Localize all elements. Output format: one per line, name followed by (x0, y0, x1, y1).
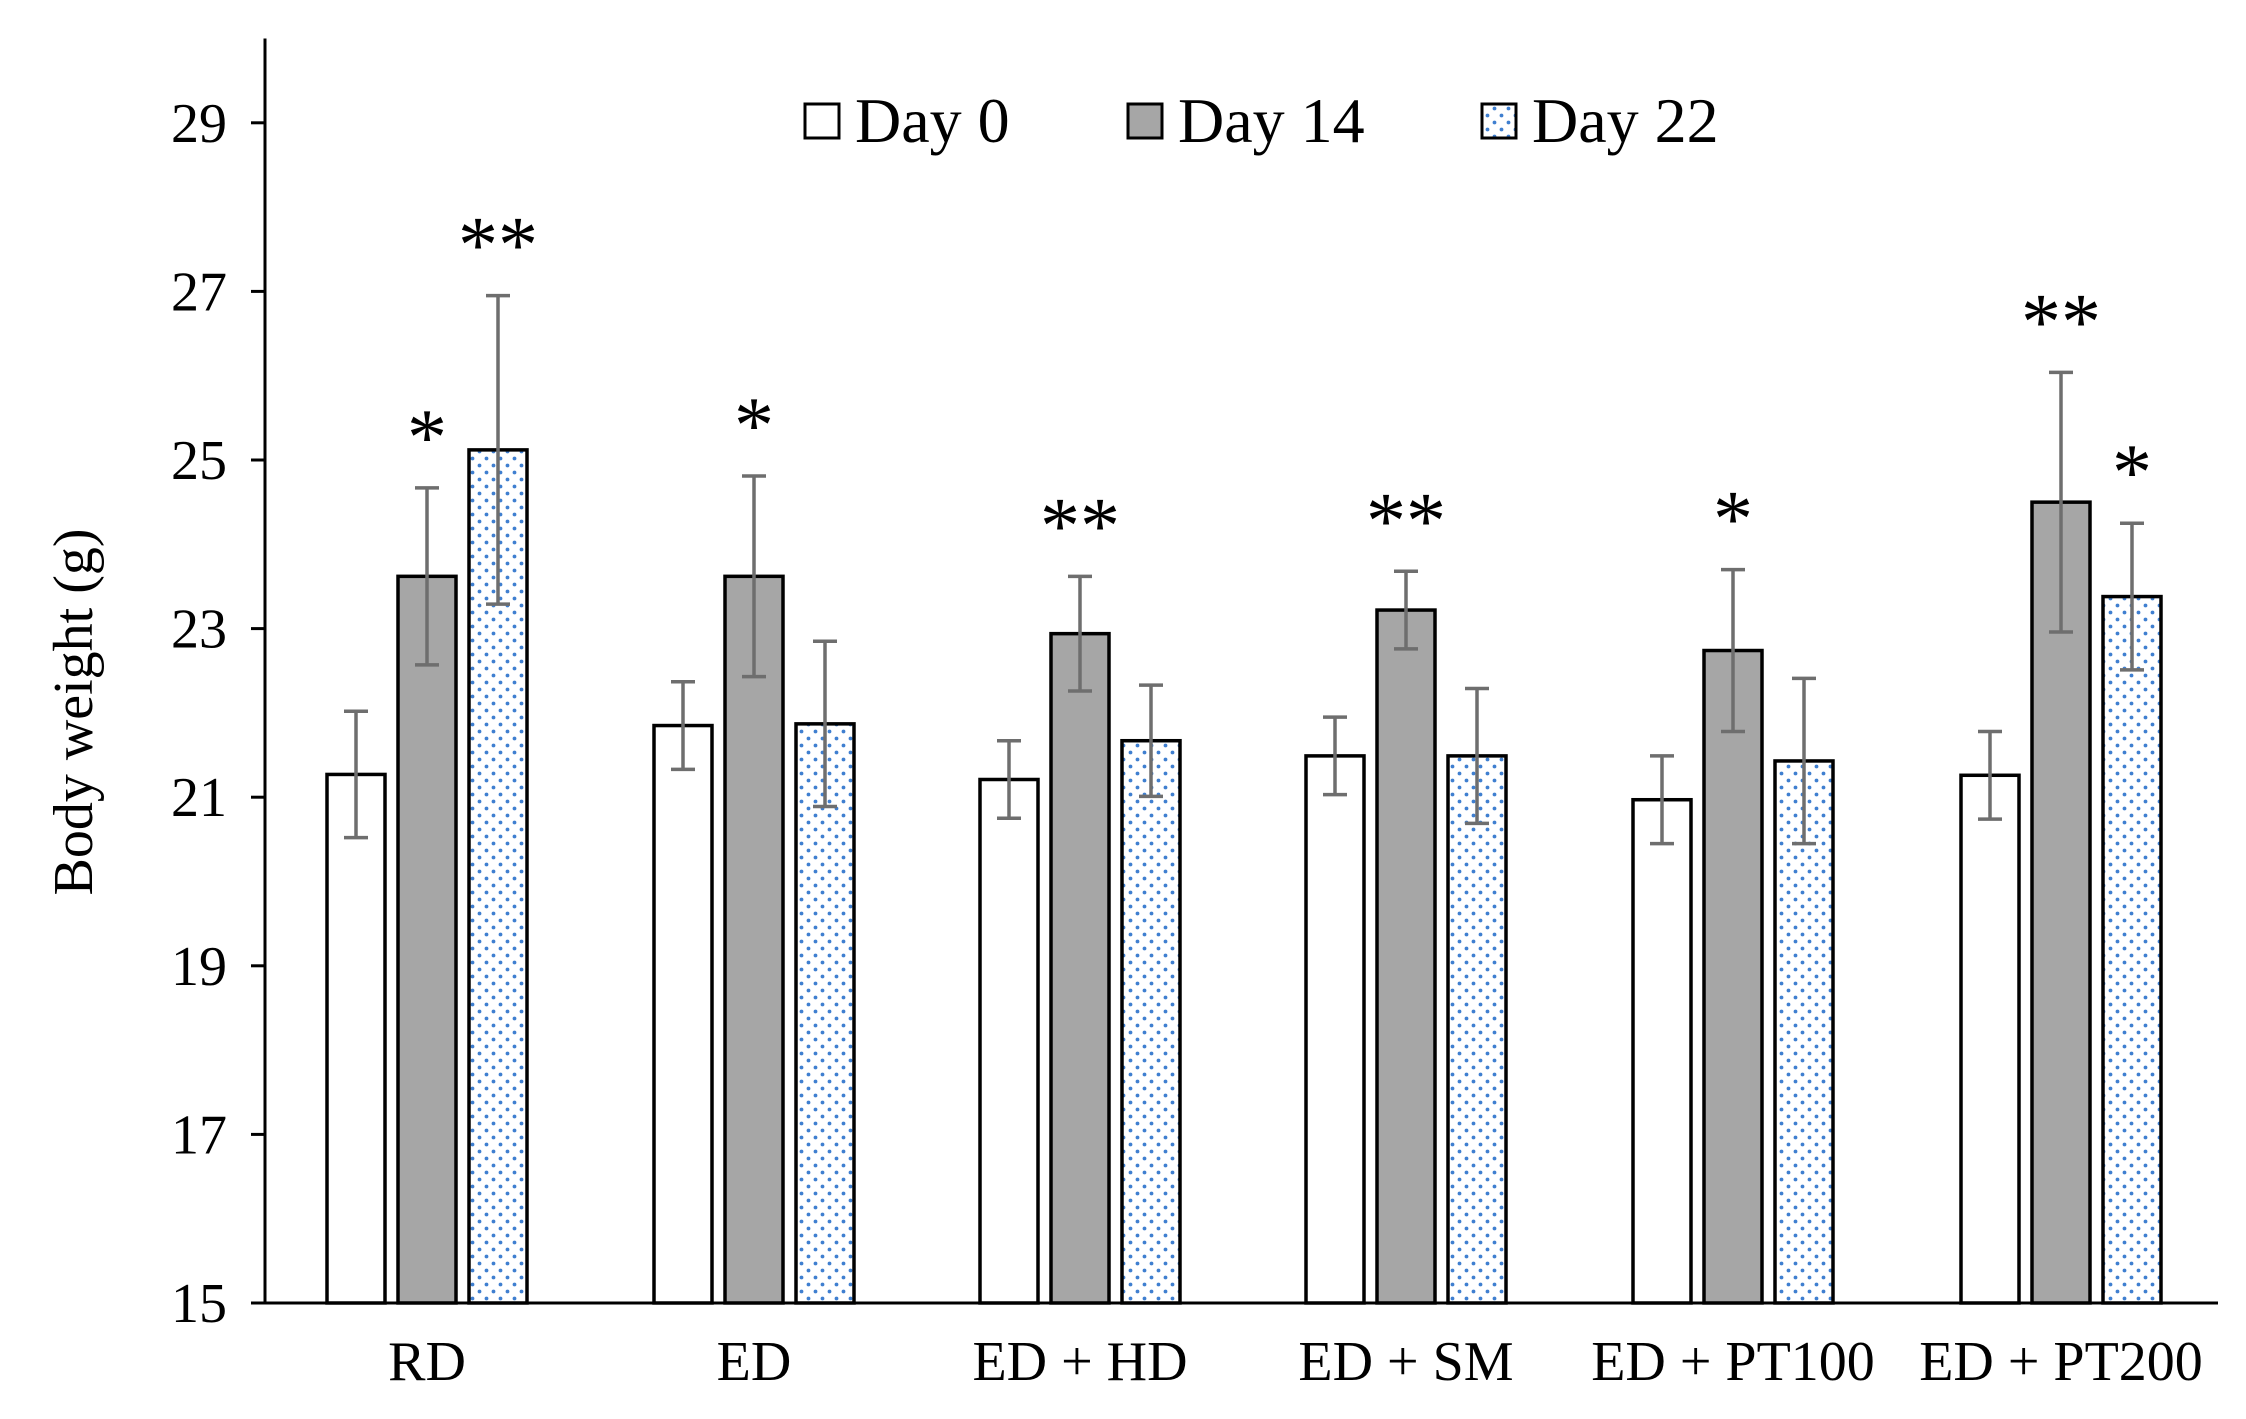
error-bar (344, 709, 368, 840)
error-bar (415, 486, 439, 667)
y-tick-label: 17 (171, 1104, 227, 1166)
bar-day-14 (2030, 500, 2092, 1305)
error-bar (813, 639, 837, 809)
legend-swatch (1126, 102, 1164, 140)
significance-marker: ** (1366, 477, 1446, 565)
x-category-label: ED + SM (1298, 1331, 1513, 1393)
y-tick-label: 21 (171, 767, 227, 829)
error-bar (2049, 370, 2073, 634)
y-axis-title: Body weight (g) (43, 528, 105, 895)
bar-day-0 (325, 772, 387, 1305)
error-bar (1721, 567, 1745, 734)
bar-day-0 (1959, 773, 2021, 1305)
significance-marker: * (734, 382, 774, 470)
y-tick-label: 23 (171, 599, 227, 661)
x-category-label: ED (717, 1331, 792, 1393)
significance-marker: ** (1040, 482, 1120, 570)
bar-day-22 (794, 722, 856, 1305)
bar-series: ****** ** **** (325, 202, 2163, 1305)
bar-day-0 (1304, 754, 1366, 1305)
bar-day-0 (978, 777, 1040, 1305)
y-tick-label: 29 (171, 93, 227, 155)
y-tick-label: 15 (171, 1273, 227, 1335)
y-tick-label: 27 (171, 261, 227, 323)
error-bar (671, 679, 695, 772)
bar-day-14 (1702, 648, 1764, 1305)
error-bar (1792, 676, 1816, 846)
legend: Day 0 Day 14 Day 22 (803, 85, 1719, 156)
bar-day-0 (1631, 797, 1693, 1305)
error-bar (742, 474, 766, 679)
x-category-label: ED + HD (972, 1331, 1187, 1393)
error-bar (2120, 521, 2144, 672)
bar-day-14 (396, 574, 458, 1305)
legend-swatch (1480, 102, 1518, 140)
legend-label: Day 22 (1532, 85, 1719, 156)
error-bar (1068, 574, 1092, 693)
legend-label: Day 14 (1178, 85, 1365, 156)
bar-day-22 (1120, 738, 1182, 1305)
legend-label: Day 0 (855, 85, 1010, 156)
bar-day-14 (1049, 631, 1111, 1305)
error-bar (1465, 686, 1489, 826)
significance-marker: ** (2021, 278, 2101, 366)
bar-day-22 (2101, 594, 2163, 1305)
bar-day-0 (652, 723, 714, 1305)
x-category-label: ED + PT200 (1919, 1331, 2203, 1393)
bar-day-14 (723, 574, 785, 1305)
bar-day-14 (1375, 608, 1437, 1305)
x-category-label: RD (388, 1331, 466, 1393)
error-bar (1394, 569, 1418, 651)
error-bar (1650, 754, 1674, 846)
significance-marker: * (1713, 476, 1753, 564)
y-tick-label: 19 (171, 936, 227, 998)
error-bar (1139, 683, 1163, 799)
bar-day-22 (1773, 759, 1835, 1305)
significance-marker: ** (458, 202, 538, 290)
error-bar (997, 738, 1021, 821)
y-tick-label: 25 (171, 430, 227, 492)
legend-swatch (803, 102, 841, 140)
significance-marker: * (407, 394, 447, 482)
x-axis-labels: RD ED ED + HD ED + SM ED + PT100 ED + PT200 (388, 1331, 2203, 1393)
significance-marker: * (2112, 429, 2152, 517)
error-bar (1323, 715, 1347, 797)
error-bar (486, 293, 510, 606)
error-bar (1978, 729, 2002, 821)
y-axis-ticks: 15 17 19 21 23 25 27 29 (171, 93, 265, 1335)
x-category-label: ED + PT100 (1591, 1331, 1875, 1393)
bar-day-22 (1446, 754, 1508, 1305)
